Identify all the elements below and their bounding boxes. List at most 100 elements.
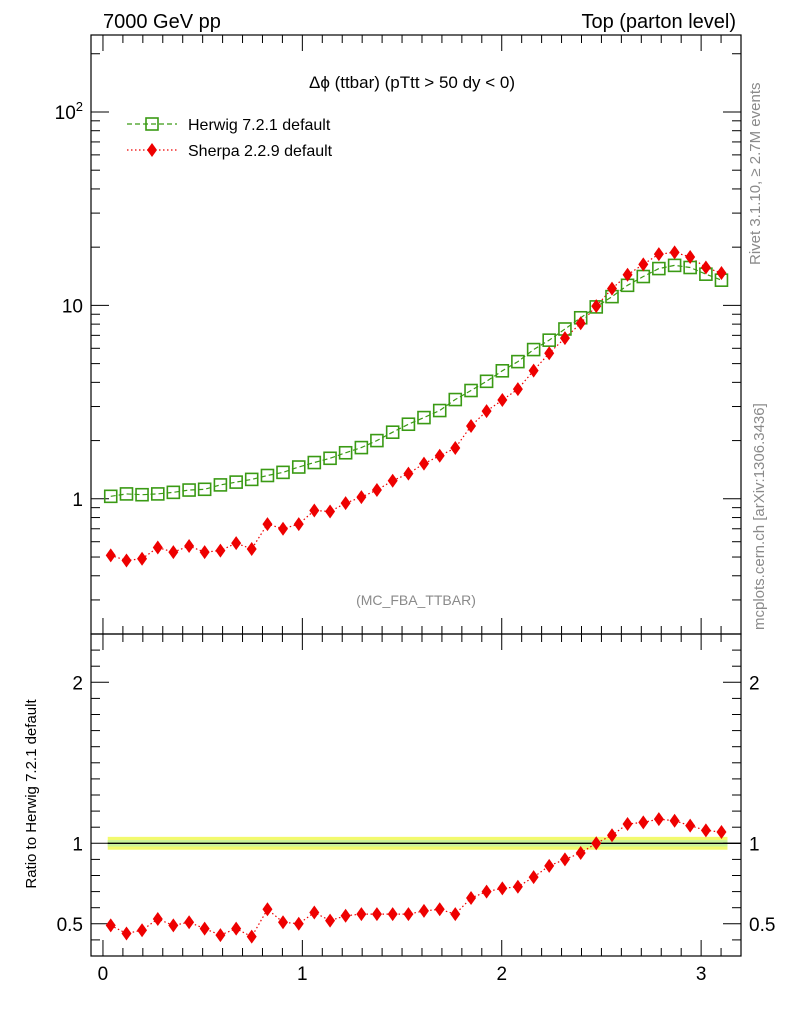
- legend-sherpa-label: Sherpa 2.2.9 default: [188, 143, 333, 160]
- sherpa-point: [293, 517, 304, 532]
- sherpa-point: [638, 257, 649, 272]
- main-y-tick-label: 10: [62, 296, 83, 317]
- legend-herwig-label: Herwig 7.2.1 default: [188, 117, 331, 134]
- sherpa-point: [215, 543, 226, 558]
- herwig-point: [307, 455, 322, 470]
- ratio-y-tick-label-left: 1: [72, 834, 83, 855]
- sherpa-point: [466, 418, 477, 433]
- ratio-y-tick-label-left: 2: [72, 673, 83, 694]
- sherpa-ratio-point: [325, 913, 336, 928]
- sherpa-point: [184, 539, 195, 554]
- herwig-point: [244, 472, 259, 487]
- x-tick-label: 3: [696, 964, 707, 985]
- herwig-point: [260, 468, 275, 483]
- sherpa-ratio-point: [231, 921, 242, 936]
- herwig-point: [119, 487, 134, 501]
- sherpa-ratio-point: [528, 870, 539, 885]
- herwig-point: [495, 363, 510, 378]
- sherpa-point: [622, 267, 633, 282]
- herwig-point: [511, 354, 525, 369]
- sherpa-ratio-point: [215, 928, 226, 943]
- sherpa-ratio-point: [481, 884, 492, 899]
- herwig-point: [213, 478, 228, 492]
- sherpa-point: [653, 247, 664, 262]
- sherpa-ratio-point: [199, 921, 210, 936]
- main-plot-panel: 1 10 102 Δϕ (ttbar) (pTtt > 50 dy < 0) (MC…: [55, 34, 742, 635]
- sherpa-ratio-point: [105, 918, 116, 933]
- sherpa-point: [325, 504, 336, 519]
- sherpa-ratio-point: [466, 891, 477, 906]
- ratio-plot-panel: 0.5 0.5 1 1 2 2 0 1 2 3 Ratio to Herwig 7.2.1 def…: [23, 633, 775, 985]
- main-series-layer: [103, 245, 729, 568]
- sherpa-point: [481, 404, 492, 419]
- herwig-point: [479, 374, 494, 389]
- herwig-point: [667, 258, 682, 273]
- x-tick-label: 0: [98, 964, 109, 985]
- sherpa-ratio-point: [544, 858, 555, 873]
- herwig-point: [448, 392, 463, 407]
- herwig-point: [526, 342, 541, 357]
- sherpa-ratio-point: [685, 818, 696, 833]
- sherpa-point: [278, 521, 289, 536]
- herwig-point: [542, 333, 556, 347]
- sherpa-ratio-point: [418, 903, 429, 918]
- sherpa-point: [168, 545, 179, 560]
- ratio-y-tick-label-right: 0.5: [749, 915, 775, 936]
- sherpa-point: [450, 441, 461, 456]
- herwig-line: [110, 264, 722, 497]
- sherpa-point: [685, 249, 696, 264]
- sherpa-point: [309, 503, 320, 518]
- sherpa-point: [418, 456, 429, 471]
- sherpa-point: [231, 536, 242, 551]
- sherpa-point: [591, 299, 602, 314]
- herwig-point: [464, 383, 478, 398]
- sherpa-ratio-point: [716, 825, 727, 840]
- ratio-plot-frame: [90, 633, 742, 957]
- ratio-y-tick-label-left: 0.5: [57, 915, 83, 936]
- sherpa-ratio-point: [559, 852, 570, 867]
- sherpa-point: [403, 466, 414, 481]
- main-y-tick-label: 1: [72, 490, 83, 511]
- herwig-point: [432, 403, 447, 418]
- sherpa-ratio-point: [137, 923, 148, 938]
- sherpa-ratio-point: [340, 908, 351, 923]
- herwig-point: [652, 261, 666, 276]
- sherpa-point: [575, 316, 586, 331]
- sherpa-point: [137, 551, 148, 566]
- x-tick-label: 2: [496, 964, 507, 985]
- sherpa-ratio-point: [669, 813, 680, 828]
- herwig-point: [338, 445, 353, 460]
- sherpa-point: [340, 496, 351, 511]
- herwig-point: [323, 451, 337, 466]
- herwig-point: [135, 487, 149, 502]
- x-tick-label: 1: [297, 964, 308, 985]
- herwig-point: [354, 440, 369, 455]
- sherpa-ratio-point: [262, 902, 273, 917]
- sherpa-point: [387, 473, 398, 488]
- sherpa-ratio-point: [450, 907, 461, 922]
- sherpa-point: [262, 517, 273, 532]
- ratio-uncertainty-band: [107, 836, 741, 850]
- sherpa-ratio-point: [121, 926, 132, 941]
- plot-title: Δϕ (ttbar) (pTtt > 50 dy < 0): [309, 73, 515, 92]
- herwig-point: [417, 410, 431, 425]
- header-left-label: 7000 GeV pp: [103, 11, 221, 33]
- legend: Herwig 7.2.1 default Sherpa 2.2.9 defaul…: [127, 117, 333, 160]
- sherpa-ratio-point: [387, 907, 398, 922]
- sherpa-point: [528, 363, 539, 378]
- herwig-point: [103, 489, 118, 504]
- analysis-label: (MC_FBA_TTBAR): [356, 592, 476, 608]
- sherpa-ratio-point: [246, 929, 257, 944]
- sherpa-ratio-point: [309, 905, 320, 920]
- sherpa-ratio-point: [184, 915, 195, 930]
- sherpa-ratio-point: [356, 907, 367, 922]
- sherpa-ratio-point: [293, 916, 304, 931]
- sherpa-point: [199, 545, 210, 560]
- herwig-point: [182, 483, 196, 497]
- ratio-y-tick-label-right: 1: [749, 834, 760, 855]
- sherpa-ratio-point: [575, 845, 586, 860]
- sherpa-point: [371, 483, 382, 498]
- sherpa-point: [356, 490, 367, 505]
- sherpa-point: [152, 540, 163, 555]
